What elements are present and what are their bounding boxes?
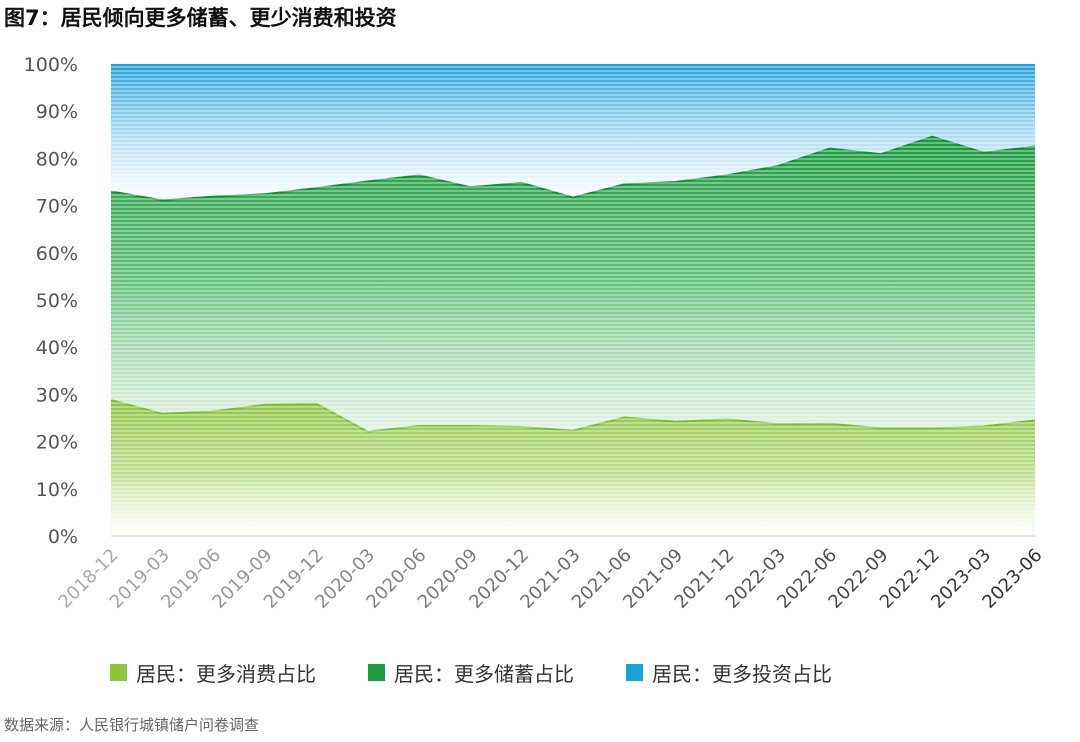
stacked-area-chart: 0%10%20%30%40%50%60%70%80%90%100%2018-12… [24,54,1047,613]
area-invest [111,64,1035,201]
legend: 居民：更多消费占比 居民：更多储蓄占比 居民：更多投资占比 [110,658,832,687]
y-tick-label: 20% [36,432,78,454]
data-source-note: 数据来源：人民银行城镇储户问卷调查 [4,716,260,734]
series-line-save [110,135,1036,202]
y-tick-label: 50% [36,290,78,312]
legend-item-save: 居民：更多储蓄占比 [368,658,574,687]
y-tick-label: 0% [48,526,78,548]
legend-swatch-invest [626,664,643,681]
legend-swatch-save [368,664,385,681]
y-tick-label: 30% [36,384,78,406]
y-tick-label: 70% [36,196,78,218]
stripe-overlay [111,66,1035,536]
figure-title: 图7：居民倾向更多储蓄、更少消费和投资 [4,6,397,30]
y-tick-label: 40% [36,337,78,359]
legend-label-consume: 居民：更多消费占比 [136,662,316,686]
legend-label-save: 居民：更多储蓄占比 [394,662,574,686]
legend-swatch-consume [110,664,127,681]
area-consume [111,400,1035,536]
legend-label-invest: 居民：更多投资占比 [652,662,832,686]
y-tick-label: 10% [36,479,78,501]
y-tick-label: 80% [36,148,78,170]
legend-item-consume: 居民：更多消费占比 [110,658,316,687]
y-tick-label: 90% [36,101,78,123]
legend-item-invest: 居民：更多投资占比 [626,658,832,687]
y-tick-label: 100% [24,54,78,76]
y-tick-label: 60% [36,243,78,265]
